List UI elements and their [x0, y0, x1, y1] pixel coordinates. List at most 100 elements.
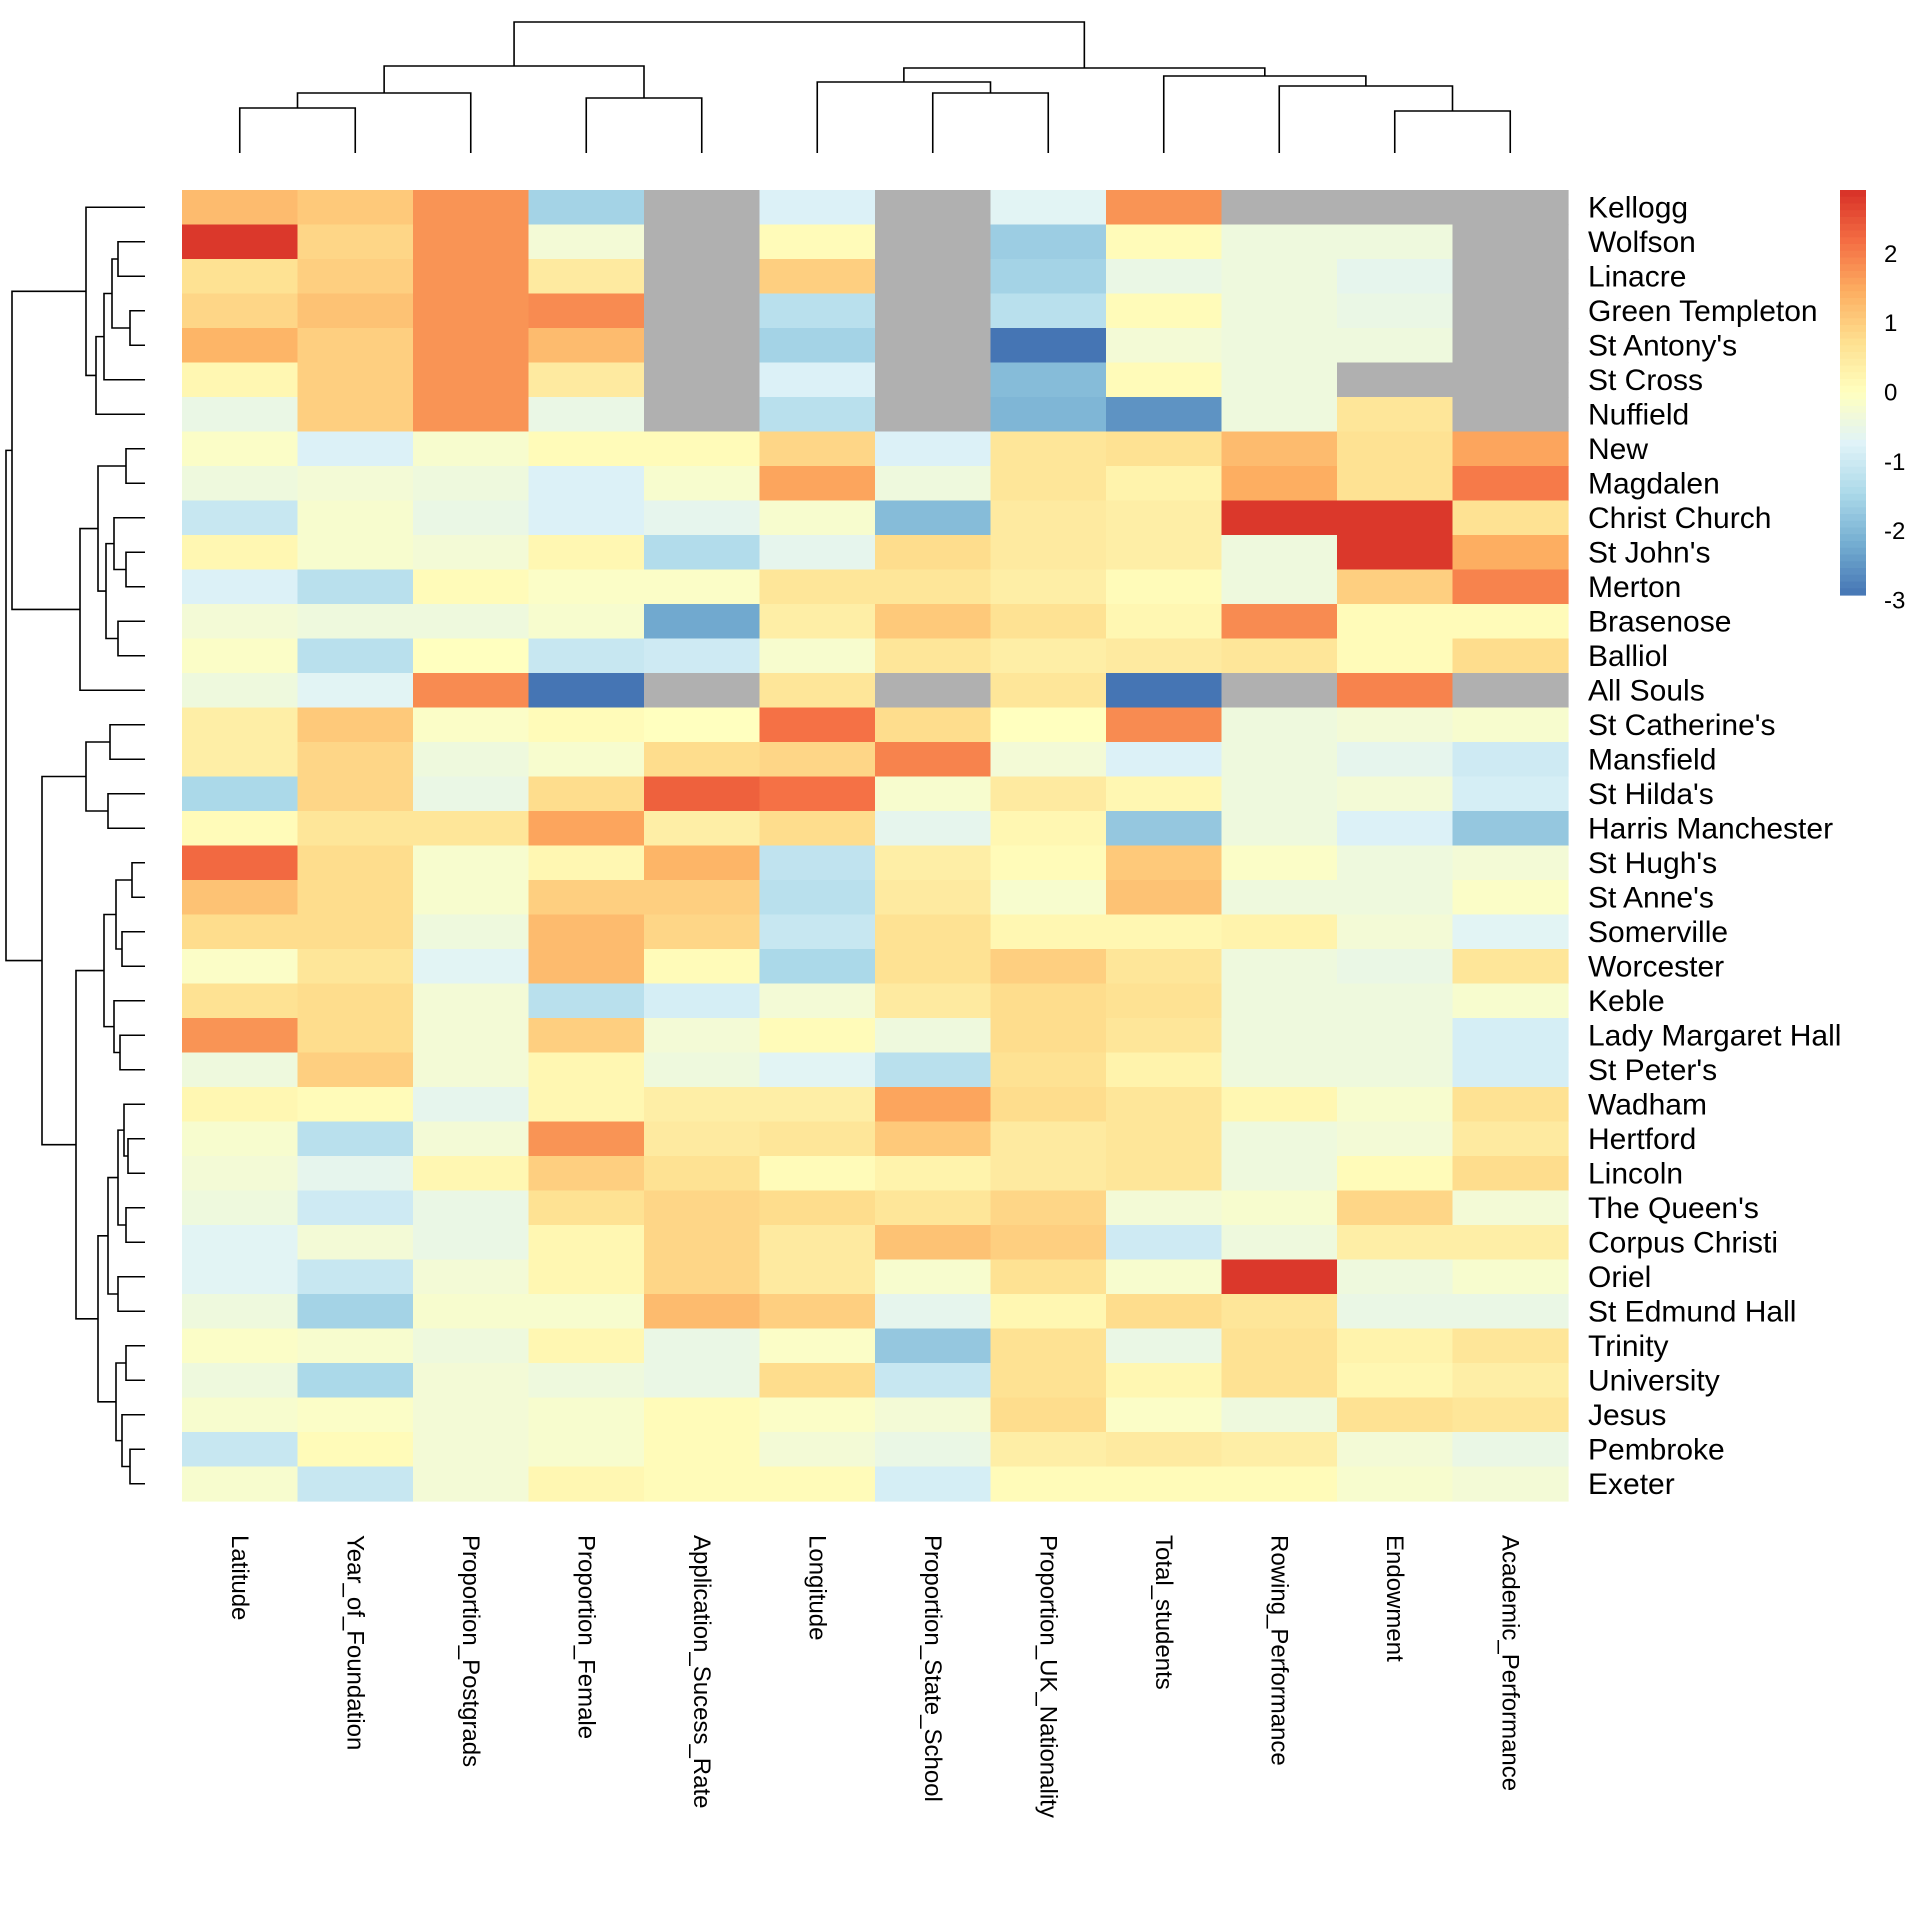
heatmap-cell	[644, 707, 761, 743]
dendrogram-branch	[85, 741, 110, 812]
heatmap-cell	[644, 1397, 761, 1433]
heatmap-cell	[297, 1018, 414, 1054]
heatmap-cell	[528, 1087, 645, 1123]
heatmap-cell	[182, 397, 299, 433]
heatmap-cell	[1337, 776, 1454, 812]
heatmap-cell	[1106, 362, 1223, 398]
dendrogram-branch	[125, 1206, 145, 1244]
heatmap-cell	[759, 845, 876, 881]
heatmap-cell	[528, 224, 645, 260]
color-scale-segment	[1840, 203, 1866, 211]
heatmap-cell	[875, 604, 992, 640]
dendrogram-branch	[1393, 110, 1512, 153]
heatmap-cell	[644, 362, 761, 398]
heatmap-cell	[875, 1018, 992, 1054]
heatmap-cell	[759, 1190, 876, 1226]
column-label: Proportion_State_School	[919, 1535, 946, 1802]
heatmap-cell	[990, 1466, 1107, 1502]
heatmap-cell	[413, 845, 530, 881]
heatmap-cell	[759, 1018, 876, 1054]
heatmap-cell	[297, 1432, 414, 1468]
color-scale-segment	[1840, 291, 1866, 299]
heatmap-cell	[413, 569, 530, 605]
heatmap-cell	[759, 742, 876, 778]
heatmap-cell	[528, 638, 645, 674]
heatmap-cell	[528, 1294, 645, 1330]
heatmap-cell	[413, 880, 530, 916]
heatmap-cell	[875, 190, 992, 226]
heatmap-cell	[990, 707, 1107, 743]
heatmap-cell	[875, 431, 992, 467]
heatmap-cell	[759, 569, 876, 605]
heatmap-cell	[644, 1466, 761, 1502]
heatmap-cell	[528, 914, 645, 950]
heatmap-cell	[1337, 1397, 1454, 1433]
heatmap-cell	[1452, 638, 1569, 674]
heatmap-cell	[1337, 707, 1454, 743]
row-label: St Cross	[1588, 364, 1703, 397]
heatmap-cell	[875, 1259, 992, 1295]
heatmap-cell	[1337, 500, 1454, 536]
heatmap-cell	[413, 1397, 530, 1433]
heatmap-cell	[528, 535, 645, 571]
heatmap-cell	[182, 1397, 299, 1433]
color-scale-tick-label: -3	[1884, 588, 1905, 615]
heatmap-cell	[1337, 983, 1454, 1019]
heatmap-cell	[182, 293, 299, 329]
heatmap-cell	[182, 604, 299, 640]
heatmap-cell	[1106, 500, 1223, 536]
row-label: St Anne's	[1588, 881, 1714, 914]
heatmap-cell	[413, 1259, 530, 1295]
heatmap-cell	[1221, 328, 1338, 364]
heatmap-cell	[1106, 1363, 1223, 1399]
row-label: Lincoln	[1588, 1157, 1683, 1190]
heatmap-cell	[413, 1466, 530, 1502]
heatmap-cell	[1452, 1294, 1569, 1330]
heatmap-cell	[990, 500, 1107, 536]
heatmap-cell	[990, 1156, 1107, 1192]
color-scale-segment	[1840, 514, 1866, 522]
heatmap-cell	[182, 1190, 299, 1226]
heatmap-cell	[297, 190, 414, 226]
heatmap-cell	[1452, 811, 1569, 847]
heatmap-cell	[297, 397, 414, 433]
heatmap-cell	[1337, 1225, 1454, 1261]
column-label: Longitude	[803, 1535, 830, 1640]
heatmap-cell	[413, 1121, 530, 1157]
heatmap-cell	[759, 707, 876, 743]
color-scale-segment	[1840, 547, 1866, 556]
heatmap-cell	[1337, 1466, 1454, 1502]
heatmap-cell	[644, 1432, 761, 1468]
color-scale-tick-label: 2	[1884, 241, 1897, 268]
heatmap-cell	[413, 707, 530, 743]
heatmap-cell	[875, 397, 992, 433]
row-label: Magdalen	[1588, 467, 1720, 500]
heatmap-cell	[1106, 190, 1223, 226]
color-scale-segment	[1840, 460, 1866, 468]
heatmap-cell	[875, 914, 992, 950]
dendrogram-branch	[113, 999, 145, 1054]
dendrogram-branch	[85, 206, 145, 377]
heatmap-cell	[297, 328, 414, 364]
heatmap-cell	[1452, 1397, 1569, 1433]
heatmap-cell	[182, 1087, 299, 1123]
heatmap-cell	[528, 500, 645, 536]
heatmap-cell	[1106, 707, 1223, 743]
heatmap-cell	[297, 1259, 414, 1295]
heatmap-cell	[875, 742, 992, 778]
heatmap-cell	[1337, 259, 1454, 295]
heatmap-cell	[990, 742, 1107, 778]
color-scale-segment	[1840, 338, 1866, 346]
dendrogram-branch	[41, 775, 86, 1146]
heatmap-cell	[644, 983, 761, 1019]
heatmap-cell	[1221, 259, 1338, 295]
heatmap-cell	[413, 1328, 530, 1364]
heatmap-cell	[990, 1397, 1107, 1433]
heatmap-cell	[528, 1121, 645, 1157]
heatmap-cell	[759, 638, 876, 674]
heatmap-cell	[990, 880, 1107, 916]
color-scale-segment	[1840, 365, 1866, 373]
color-scale-segment	[1840, 358, 1866, 367]
color-scale-segment	[1840, 487, 1866, 495]
heatmap-cell	[1221, 638, 1338, 674]
